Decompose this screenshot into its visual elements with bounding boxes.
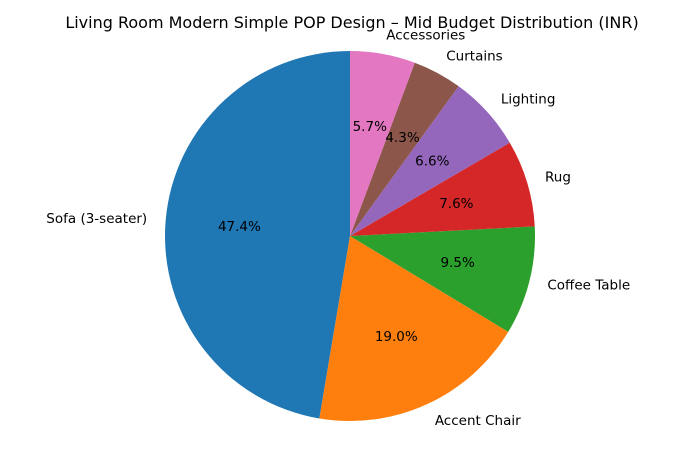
pie-slice-accessories xyxy=(350,51,415,236)
category-label-coffee-table: Coffee Table xyxy=(547,278,630,294)
percent-labels: 47.4% 19.0% 9.5% 7.6% 6.6% 4.3%5.7% xyxy=(218,119,475,345)
pie-slices xyxy=(164,51,535,421)
pie-slice-sofa-3-seater xyxy=(164,51,350,419)
percent-label-sofa-3-seater: 47.4% xyxy=(218,219,261,235)
category-labels: Sofa (3-seater) Accent Chair Coffee Table R… xyxy=(46,28,630,429)
category-label-accessories: Accessories xyxy=(386,28,465,44)
pie-slice-accent-chair xyxy=(319,236,509,421)
pie-slice-curtains xyxy=(350,62,459,236)
percent-label-coffee-table: 9.5% xyxy=(440,255,474,271)
percent-label-accessories: 5.7% xyxy=(353,119,387,135)
percent-label-lighting: 6.6% xyxy=(415,153,449,169)
pie-slice-rug xyxy=(350,142,535,236)
percent-label-rug: 7.6% xyxy=(439,196,473,212)
chart-title: Living Room Modern Simple POP Design – M… xyxy=(65,13,638,32)
pie-slice-lighting xyxy=(350,86,510,236)
category-label-rug: Rug xyxy=(545,170,571,186)
pie-slice-coffee-table xyxy=(350,226,535,332)
category-label-accent-chair: Accent Chair xyxy=(435,413,521,429)
category-label-curtains: Curtains xyxy=(446,49,502,65)
category-label-lighting: Lighting xyxy=(501,91,556,107)
category-label-sofa-3-seater: Sofa (3-seater) xyxy=(46,211,147,227)
percent-label-accent-chair: 19.0% xyxy=(375,329,418,345)
percent-label-curtains: 4.3% xyxy=(385,130,419,146)
